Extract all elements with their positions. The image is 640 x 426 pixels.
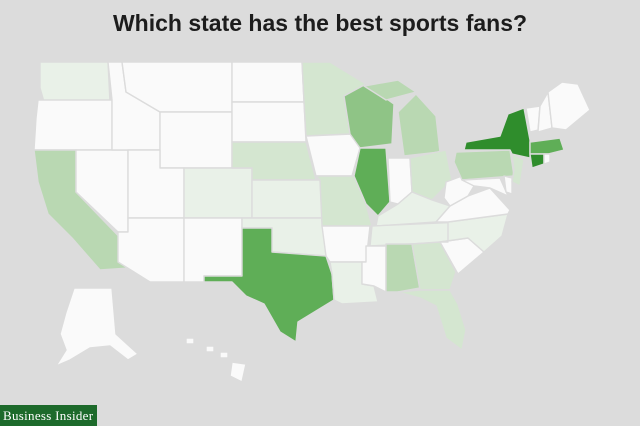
state-wi[interactable] — [343, 83, 395, 149]
state-md[interactable] — [461, 177, 509, 197]
state-az[interactable] — [117, 217, 185, 283]
state-nc[interactable] — [439, 213, 509, 253]
state-wa[interactable] — [39, 61, 111, 103]
state-or[interactable] — [33, 99, 113, 151]
state-ar[interactable] — [321, 225, 371, 263]
state-nj[interactable] — [511, 153, 525, 187]
state-me[interactable] — [547, 81, 591, 131]
state-tx[interactable] — [203, 227, 335, 343]
state-de[interactable] — [503, 175, 513, 195]
state-ks[interactable] — [251, 179, 323, 219]
state-mi[interactable] — [363, 79, 441, 157]
state-ak[interactable] — [55, 287, 139, 367]
state-ny[interactable] — [463, 107, 531, 159]
state-pa[interactable] — [453, 149, 515, 181]
state-nd[interactable] — [231, 61, 305, 103]
state-ia[interactable] — [305, 133, 361, 177]
state-hi[interactable] — [185, 337, 247, 383]
state-ma[interactable] — [529, 137, 565, 155]
map-title: Which state has the best sports fans? — [112, 10, 528, 36]
business-insider-logo: Business Insider — [0, 405, 98, 426]
state-co[interactable] — [183, 167, 253, 219]
state-oh[interactable] — [409, 149, 453, 201]
state-ga[interactable] — [411, 241, 457, 291]
state-sd[interactable] — [231, 101, 307, 143]
state-ri[interactable] — [543, 153, 551, 165]
state-nm[interactable] — [183, 217, 243, 283]
state-ms[interactable] — [361, 245, 387, 293]
state-ct[interactable] — [529, 153, 545, 169]
state-al[interactable] — [385, 243, 421, 293]
state-wy[interactable] — [159, 111, 233, 169]
state-fl[interactable] — [397, 289, 467, 351]
